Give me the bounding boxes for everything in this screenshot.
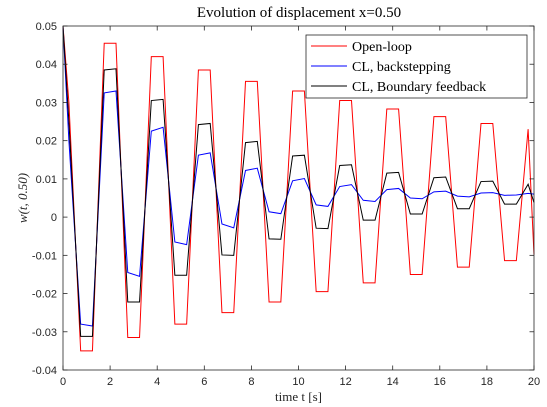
y-tick-label: 0.02 xyxy=(36,136,57,148)
y-tick-label: -0.01 xyxy=(32,250,57,262)
series-layer xyxy=(62,25,535,352)
y-tick-label: 0 xyxy=(51,212,57,224)
x-tick-label: 8 xyxy=(248,376,254,388)
x-tick-label: 16 xyxy=(434,376,446,388)
y-axis-label: w(t, 0.50) xyxy=(15,173,30,223)
x-tick-label: 20 xyxy=(528,376,540,388)
x-tick-label: 12 xyxy=(339,376,351,388)
x-tick-label: 14 xyxy=(387,376,399,388)
y-tick-label: -0.02 xyxy=(32,289,57,301)
legend-label-cl-boundary-feedback: CL, Boundary feedback xyxy=(352,80,486,95)
y-tick-label: 0.04 xyxy=(36,59,57,71)
legend-label-open-loop: Open-loop xyxy=(352,40,412,55)
x-tick-label: 2 xyxy=(107,376,113,388)
x-axis-label: time t [s] xyxy=(275,389,322,404)
series-line-cl-backstepping xyxy=(62,25,535,327)
x-tick-label: 4 xyxy=(154,376,160,388)
x-tick-label: 6 xyxy=(201,376,207,388)
x-tick-label: 18 xyxy=(481,376,493,388)
legend: Open-loop CL, backstepping CL, Boundary … xyxy=(305,34,528,99)
y-tick-label: 0.01 xyxy=(36,174,57,186)
y-tick-label: -0.04 xyxy=(32,365,57,377)
y-tick-label: 0.03 xyxy=(36,97,57,109)
ticks-layer: 0 2 4 6 8 10 12 14 16 18 20 -0.04 -0.03 -0.02 -0.01 0 0.… xyxy=(32,21,540,388)
series-line-cl-boundary-feedback xyxy=(62,25,535,337)
x-tick-label: 0 xyxy=(60,376,66,388)
y-tick-label: -0.03 xyxy=(32,327,57,339)
chart-title: Evolution of displacement x=0.50 xyxy=(197,5,401,21)
series-line-open-loop xyxy=(62,25,535,352)
x-tick-label: 10 xyxy=(292,376,304,388)
y-tick-label: 0.05 xyxy=(36,21,57,33)
legend-label-cl-backstepping: CL, backstepping xyxy=(352,60,451,75)
